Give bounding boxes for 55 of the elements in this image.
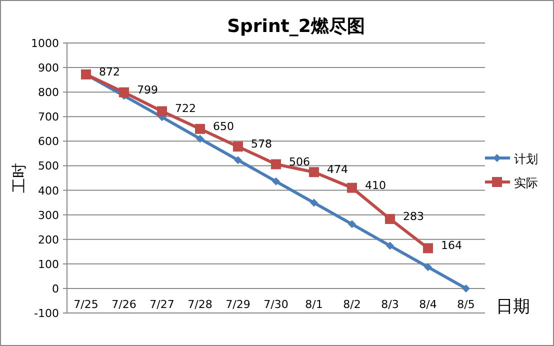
point [386, 242, 394, 250]
x-axis-title: 日期 [496, 297, 530, 317]
point [309, 167, 319, 178]
point [385, 214, 395, 224]
x-tick-label: 7/27 [150, 298, 174, 311]
point [348, 220, 356, 228]
point [462, 284, 470, 292]
x-tick-label: 7/25 [74, 298, 98, 311]
y-tick-label: 600 [38, 135, 59, 148]
y-tick-label: 1000 [31, 37, 59, 50]
x-tick-label: 8/4 [419, 298, 437, 311]
legend-label: 计划 [514, 152, 538, 166]
data-label: 283 [403, 210, 424, 223]
y-tick-label: 300 [38, 208, 59, 222]
y-tick-label: 100 [38, 258, 59, 271]
y-tick-label: -100 [34, 307, 59, 320]
y-tick-label: 0 [52, 282, 59, 296]
point [310, 198, 318, 207]
y-tick-label: 700 [38, 110, 59, 124]
legend-label: 实际 [514, 176, 538, 190]
data-label: 578 [251, 138, 272, 151]
data-label: 650 [213, 120, 234, 133]
y-tick-label: 200 [38, 233, 59, 246]
y-tick-label: 500 [38, 160, 59, 173]
point [424, 263, 432, 272]
y-axis-title: 工时 [10, 163, 28, 193]
x-tick-label: 8/2 [343, 298, 361, 311]
point [157, 106, 167, 116]
x-tick-label: 7/29 [226, 298, 250, 311]
point [195, 124, 205, 134]
point [233, 142, 243, 152]
y-tick-label: 800 [38, 86, 59, 100]
point [119, 87, 129, 98]
y-tick-label: 900 [38, 62, 59, 75]
data-label: 506 [289, 155, 310, 168]
x-tick-label: 8/3 [381, 298, 399, 311]
x-tick-label: 7/30 [264, 298, 288, 311]
x-tick-label: 8/5 [457, 298, 475, 311]
point [196, 134, 204, 143]
point [423, 243, 433, 254]
x-tick-label: 7/26 [112, 298, 136, 311]
data-label: 722 [175, 102, 196, 116]
chart-title: Sprint_2燃尽图 [227, 16, 365, 37]
data-label: 410 [365, 178, 386, 192]
data-label: 799 [137, 83, 158, 96]
point [347, 182, 357, 193]
point [234, 156, 242, 164]
data-label: 872 [99, 65, 120, 78]
data-label: 474 [327, 163, 348, 176]
point [271, 159, 281, 170]
data-label: 164 [441, 239, 462, 252]
point [272, 177, 280, 186]
x-tick-label: 7/28 [188, 298, 212, 311]
x-tick-label: 8/1 [305, 298, 323, 311]
y-tick-label: 400 [38, 184, 59, 198]
